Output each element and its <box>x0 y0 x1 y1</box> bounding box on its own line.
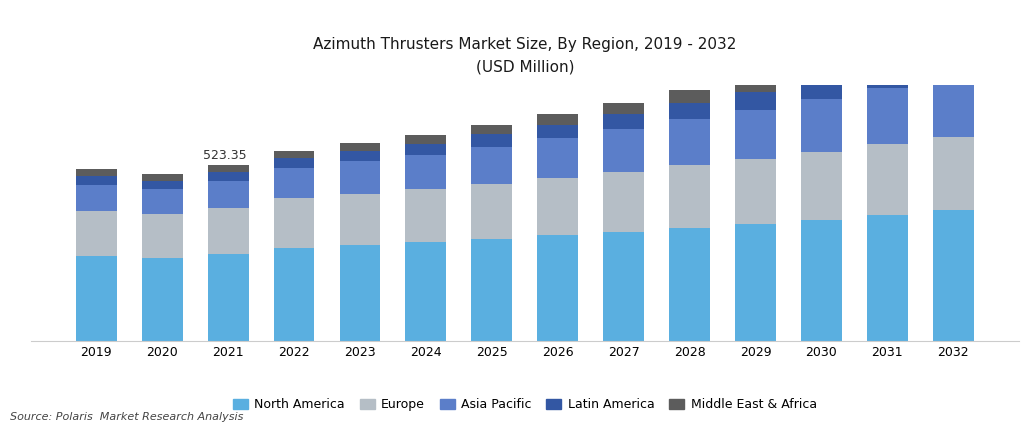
Bar <box>142 174 182 181</box>
Bar <box>867 215 908 341</box>
Bar <box>603 172 644 232</box>
Bar <box>208 172 249 181</box>
Bar <box>537 236 578 341</box>
Bar <box>340 245 381 341</box>
Bar <box>340 151 381 161</box>
Bar <box>801 65 842 80</box>
Text: 523.35: 523.35 <box>203 149 247 162</box>
Bar <box>76 169 116 176</box>
Bar <box>471 134 512 147</box>
Legend: North America, Europe, Asia Pacific, Latin America, Middle East & Africa: North America, Europe, Asia Pacific, Lat… <box>227 393 822 416</box>
Bar <box>208 253 249 341</box>
Bar <box>142 258 182 341</box>
Bar <box>274 198 315 248</box>
Bar <box>340 143 381 151</box>
Bar <box>735 159 776 224</box>
Bar <box>801 80 842 99</box>
Bar <box>801 99 842 152</box>
Bar <box>669 90 710 103</box>
Bar <box>867 66 908 88</box>
Bar <box>603 232 644 341</box>
Bar <box>340 161 381 194</box>
Bar <box>669 165 710 228</box>
Bar <box>76 211 116 256</box>
Bar <box>208 208 249 253</box>
Bar <box>340 194 381 245</box>
Bar <box>142 181 182 189</box>
Bar <box>801 152 842 219</box>
Title: Azimuth Thrusters Market Size, By Region, 2019 - 2032
(USD Million): Azimuth Thrusters Market Size, By Region… <box>313 37 737 74</box>
Bar <box>405 189 447 242</box>
Bar <box>801 219 842 341</box>
Bar <box>933 35 973 53</box>
Bar <box>274 151 315 158</box>
Bar <box>208 165 249 172</box>
Bar <box>735 224 776 341</box>
Bar <box>669 119 710 165</box>
Bar <box>603 129 644 172</box>
Bar <box>537 178 578 236</box>
Text: Source: Polaris  Market Research Analysis: Source: Polaris Market Research Analysis <box>10 412 244 422</box>
Bar <box>735 109 776 159</box>
Bar <box>471 184 512 239</box>
Bar <box>142 189 182 214</box>
Bar <box>867 50 908 66</box>
Bar <box>76 256 116 341</box>
Bar <box>933 77 973 137</box>
Bar <box>933 137 973 210</box>
Bar <box>471 147 512 184</box>
Bar <box>274 248 315 341</box>
Bar <box>405 135 447 144</box>
Bar <box>867 88 908 144</box>
Bar <box>537 125 578 138</box>
Bar <box>274 168 315 198</box>
Bar <box>933 53 973 77</box>
Bar <box>76 185 116 211</box>
Bar <box>603 114 644 129</box>
Bar <box>76 176 116 185</box>
Bar <box>142 214 182 258</box>
Bar <box>735 92 776 109</box>
Bar <box>471 125 512 134</box>
Bar <box>669 103 710 119</box>
Bar <box>933 210 973 341</box>
Bar <box>603 103 644 114</box>
Bar <box>405 155 447 189</box>
Bar <box>405 242 447 341</box>
Bar <box>471 239 512 341</box>
Bar <box>537 138 578 178</box>
Bar <box>208 181 249 208</box>
Bar <box>735 78 776 92</box>
Bar <box>405 144 447 155</box>
Bar <box>537 114 578 125</box>
Bar <box>274 158 315 168</box>
Bar <box>867 144 908 215</box>
Bar <box>669 228 710 341</box>
